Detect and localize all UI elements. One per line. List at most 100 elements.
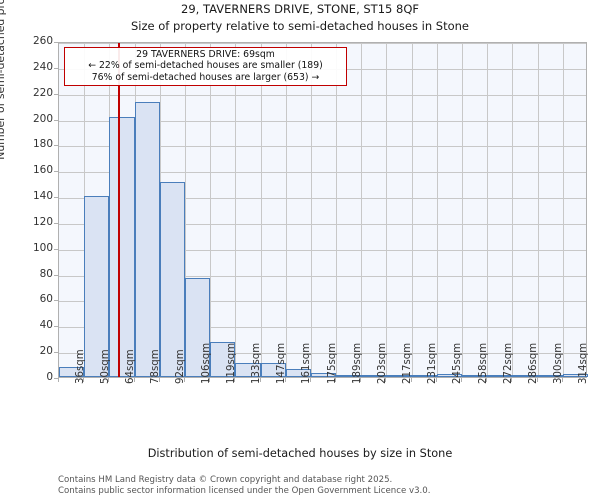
histogram-bar xyxy=(537,375,563,377)
gridline-vertical xyxy=(184,43,186,377)
gridline-horizontal xyxy=(59,327,586,329)
gridline-vertical xyxy=(436,43,438,377)
y-axis-tick-mark xyxy=(54,248,58,250)
gridline-horizontal xyxy=(59,198,586,200)
gridline-horizontal xyxy=(59,172,586,174)
y-axis-tick-label: 80 xyxy=(39,267,53,280)
gridline-vertical xyxy=(310,43,312,377)
x-axis-tick-mark xyxy=(183,378,185,382)
histogram-bar xyxy=(84,196,110,377)
annotation-line-2: ← 22% of semi-detached houses are smalle… xyxy=(88,60,323,72)
y-axis-tick-mark xyxy=(54,171,58,173)
y-axis-tick-mark xyxy=(54,197,58,199)
histogram-bar xyxy=(235,362,261,377)
y-axis-tick-mark xyxy=(54,119,58,121)
y-axis-label: Number of semi-detached properties xyxy=(0,0,7,160)
gridline-horizontal xyxy=(59,120,586,122)
gridline-vertical xyxy=(537,43,539,377)
y-axis-tick-mark xyxy=(54,300,58,302)
y-axis-tick-mark xyxy=(54,222,58,224)
x-axis-tick-mark xyxy=(158,378,160,382)
x-axis-tick-mark xyxy=(284,378,286,382)
y-axis-tick-label: 240 xyxy=(32,60,53,73)
histogram-bar xyxy=(310,373,337,377)
y-axis-tick-label: 200 xyxy=(32,112,53,125)
gridline-horizontal xyxy=(59,249,586,251)
x-axis-tick-mark xyxy=(58,378,59,382)
y-axis-tick-label: 0 xyxy=(46,371,53,383)
histogram-bar xyxy=(59,366,85,377)
y-axis-tick-label: 40 xyxy=(39,319,53,332)
gridline-vertical xyxy=(487,43,489,377)
gridline-horizontal xyxy=(59,43,586,44)
footer-line-2: Contains public sector information licen… xyxy=(58,486,431,496)
gridline-horizontal xyxy=(59,301,586,303)
y-axis-tick-label: 260 xyxy=(32,35,53,47)
gridline-vertical xyxy=(562,43,564,377)
y-axis-tick-label: 160 xyxy=(32,164,53,177)
histogram-bar xyxy=(336,375,362,377)
x-axis-tick-mark xyxy=(133,378,135,382)
gridline-horizontal xyxy=(59,146,586,148)
histogram-bar xyxy=(462,375,488,377)
gridline-vertical xyxy=(235,43,237,377)
x-axis-tick-mark xyxy=(385,378,387,382)
y-axis-tick-label: 220 xyxy=(32,86,53,99)
histogram-bar xyxy=(562,374,588,377)
y-axis-tick-mark xyxy=(54,93,58,95)
gridline-vertical xyxy=(411,43,413,377)
gridline-vertical xyxy=(260,43,262,377)
y-axis-tick-label: 20 xyxy=(39,345,53,358)
x-axis-tick-mark xyxy=(360,378,362,382)
x-axis-tick-mark xyxy=(309,378,311,382)
histogram-bar xyxy=(512,375,538,377)
histogram-bar xyxy=(184,277,211,377)
y-axis-tick-mark xyxy=(54,378,58,379)
histogram-bar xyxy=(411,375,437,377)
annotation-line-1: 29 TAVERNERS DRIVE: 69sqm xyxy=(136,49,275,60)
gridline-vertical xyxy=(361,43,363,377)
y-axis-tick-label: 60 xyxy=(39,293,53,306)
page-title: 29, TAVERNERS DRIVE, STONE, ST15 8QF xyxy=(181,2,419,16)
x-axis-tick-mark xyxy=(561,378,563,382)
histogram-bar xyxy=(436,374,463,377)
histogram-bar xyxy=(487,375,513,377)
x-axis-tick-mark xyxy=(435,378,437,382)
y-axis-tick-label: 140 xyxy=(32,190,53,203)
y-axis-tick-mark xyxy=(54,326,58,328)
footer-line-1: Contains HM Land Registry data © Crown c… xyxy=(58,475,393,485)
x-axis-tick-mark xyxy=(536,378,538,382)
histogram-bar xyxy=(260,362,286,377)
x-axis-tick-label: 314sqm xyxy=(578,342,590,384)
y-axis-tick-label: 100 xyxy=(32,241,53,254)
annotation-line-3: 76% of semi-detached houses are larger (… xyxy=(91,71,320,83)
y-axis-tick-mark xyxy=(54,352,58,354)
x-axis-tick-mark xyxy=(83,378,85,382)
x-axis-tick-mark xyxy=(511,378,513,382)
y-axis-tick-label: 120 xyxy=(32,215,53,228)
y-axis-tick-label: 180 xyxy=(32,138,53,151)
histogram-bar xyxy=(159,181,185,377)
histogram-bar xyxy=(134,101,160,377)
gridline-vertical xyxy=(512,43,514,377)
property-marker-line xyxy=(118,43,120,377)
annotation-box: 29 TAVERNERS DRIVE: 69sqm ← 22% of semi-… xyxy=(64,47,347,87)
x-axis-tick-mark xyxy=(259,378,261,382)
x-axis-tick-mark xyxy=(209,378,211,382)
x-axis-label: Distribution of semi-detached houses by … xyxy=(147,447,453,460)
x-axis-tick-mark xyxy=(461,378,463,382)
y-axis-tick-mark xyxy=(54,145,58,147)
gridline-vertical xyxy=(462,43,464,377)
x-axis-tick-mark xyxy=(410,378,412,382)
histogram-bar xyxy=(386,375,412,377)
y-axis-tick-mark xyxy=(54,42,58,43)
histogram-bar xyxy=(285,369,311,377)
gridline-vertical xyxy=(386,43,388,377)
histogram-bar xyxy=(210,342,236,377)
histogram-bar xyxy=(109,117,135,377)
gridline-horizontal xyxy=(59,353,586,355)
gridline-horizontal xyxy=(59,94,586,96)
plot-area xyxy=(58,42,588,378)
x-axis-tick-mark xyxy=(234,378,236,382)
